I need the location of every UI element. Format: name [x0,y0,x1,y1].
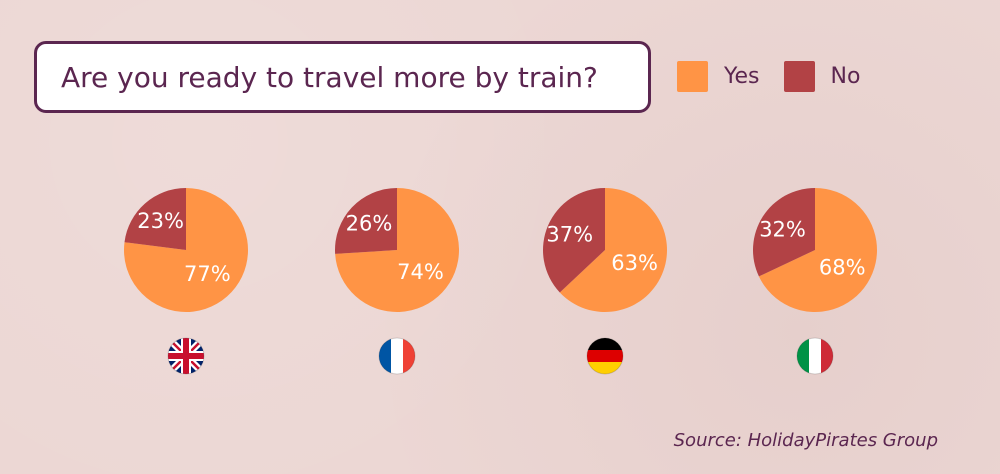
pie-slice-no [335,188,397,254]
germany-flag-icon-ring [586,337,624,375]
data-label-yes: 68% [819,255,866,279]
pie-slice-yes [758,188,877,312]
chart-title: Are you ready to travel more by train? [61,60,598,94]
pie-slice-no [752,188,815,277]
data-label-yes: 74% [397,260,444,284]
uk-flag-icon [168,338,204,374]
france-flag-icon [379,338,415,374]
data-label-no: 23% [137,209,184,233]
pie-chart [752,188,877,312]
germany-flag-icon [587,338,623,374]
source-note: Source: HolidayPirates Group [673,430,938,451]
pie-slice-yes [559,188,667,312]
italy-flag-icon-ring [796,337,834,375]
data-label-no: 37% [546,223,593,247]
france-flag-icon-ring [378,337,416,375]
legend-item-yes: Yes [677,61,760,92]
italy-flag-icon [797,338,833,374]
title-box: Are you ready to travel more by train? [34,41,651,113]
pie-chart [543,188,667,312]
pie-slice-yes [124,188,248,313]
legend-item-no: No [783,61,861,92]
data-label-yes: 77% [184,262,231,286]
pie-chart [335,188,459,312]
data-label-no: 32% [759,217,806,241]
legend-label-yes: Yes [724,64,760,89]
legend: Yes No [677,61,884,92]
data-label-no: 26% [346,212,393,236]
pie-chart [124,188,248,313]
pie-slice-no [124,188,186,250]
pie-slice-no [543,188,605,293]
legend-label-no: No [830,64,861,89]
pie-slice-yes [335,188,459,312]
legend-swatch-no [783,61,815,92]
legend-swatch-yes [677,61,708,92]
uk-flag-icon-ring [167,337,205,375]
data-label-yes: 63% [611,251,658,275]
